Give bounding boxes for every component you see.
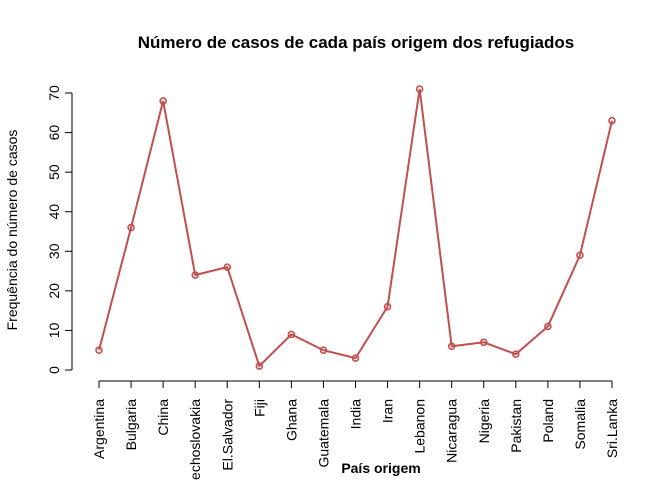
y-tick-label: 60: [46, 125, 62, 141]
y-tick-label: 50: [46, 164, 62, 180]
data-point: [319, 346, 328, 355]
y-tick-label: 10: [46, 322, 62, 338]
y-tick-label: 70: [46, 85, 62, 101]
x-axis-label: País origem: [341, 460, 420, 476]
data-point: [255, 362, 264, 370]
y-tick-label: 0: [46, 366, 62, 374]
data-point: [127, 223, 135, 232]
y-tick-label: 20: [46, 283, 62, 299]
x-tick-label: India: [348, 399, 364, 430]
data-point: [95, 346, 103, 355]
x-tick-label: Somalia: [572, 399, 588, 450]
data-point: [383, 302, 392, 311]
chart-title: Número de casos de cada país origem dos …: [138, 33, 574, 52]
series-line: [98, 88, 613, 368]
x-tick-label: Nicaragua: [444, 399, 460, 463]
data-point: [415, 85, 424, 93]
data-point: [608, 116, 616, 125]
data-point: [287, 330, 296, 339]
x-tick-label: Pakistan: [508, 399, 524, 453]
data-point: [351, 354, 360, 362]
x-tick-label: Iran: [380, 399, 396, 423]
x-tick-label: Fiji: [251, 399, 267, 417]
x-tick-label: El.Salvador: [219, 399, 235, 471]
y-tick-label: 40: [46, 204, 62, 220]
x-tick-label: Sri.Lanka: [604, 399, 620, 458]
x-tick-label: Nigeria: [476, 399, 492, 444]
data-point: [576, 251, 584, 260]
x-tick-label: Lebanon: [412, 399, 428, 454]
x-tick-label: Poland: [540, 399, 556, 443]
x-tick-label: Czechoslovakia: [187, 399, 203, 480]
x-tick-label: China: [155, 399, 171, 436]
data-point: [191, 271, 199, 279]
data-point: [447, 342, 456, 351]
x-axis: Argentina Bulgaria China Czechoslovakia El.S…: [91, 380, 620, 480]
data-point: [159, 97, 167, 105]
data-point: [544, 322, 552, 331]
x-tick-label: Bulgaria: [123, 399, 139, 451]
y-tick-label: 30: [46, 243, 62, 259]
y-axis-label: Frequência do número de casos: [4, 130, 20, 331]
data-point: [223, 263, 232, 271]
data-point: [512, 350, 520, 358]
x-tick-label: Ghana: [283, 399, 299, 441]
x-tick-label: Argentina: [91, 399, 107, 459]
series-line-group: [95, 85, 616, 370]
x-tick-label: Guatemala: [315, 399, 331, 468]
data-point: [479, 338, 488, 347]
y-axis: 0 10 20 30 40 50 60 70: [46, 85, 73, 374]
